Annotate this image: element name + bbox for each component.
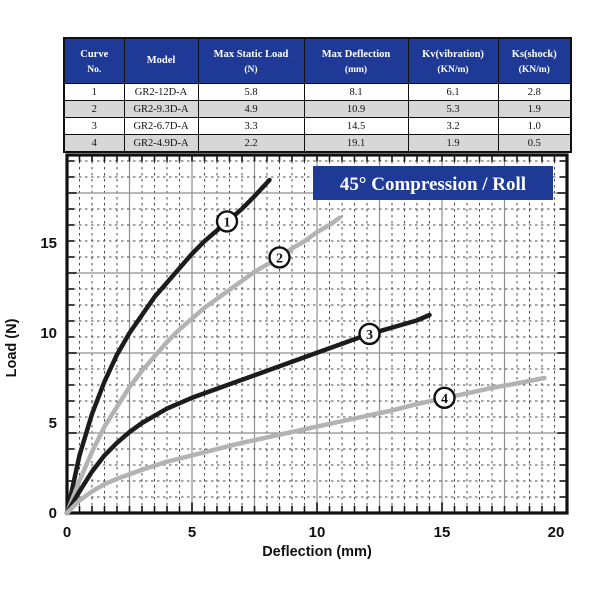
table-cell: 8.1 bbox=[303, 83, 409, 101]
table-cell: 2 bbox=[63, 100, 125, 118]
curve-number-markers: 1 2 3 4 bbox=[215, 210, 456, 409]
y-tick-label: 10 bbox=[40, 325, 57, 342]
x-tick-label: 0 bbox=[63, 524, 71, 541]
table-cell: 2.8 bbox=[497, 83, 572, 101]
x-tick-labels: 0 5 10 15 20 bbox=[63, 524, 565, 541]
table-cell: 3.3 bbox=[197, 117, 305, 135]
axis-ticks bbox=[68, 156, 566, 512]
table-header-cell: Max Static Load (N) bbox=[197, 37, 305, 84]
y-tick-label: 15 bbox=[40, 235, 57, 252]
table-cell: 0.5 bbox=[497, 134, 572, 153]
table-row: 1 GR2-12D-A 5.8 8.1 6.1 2.8 bbox=[63, 83, 572, 101]
chart-title: 45° Compression / Roll bbox=[340, 174, 526, 195]
table-cell: 1.9 bbox=[407, 134, 499, 153]
table-cell: 1 bbox=[63, 83, 125, 101]
grid-lines bbox=[67, 155, 567, 513]
curve-3-marker-circle bbox=[358, 322, 381, 346]
table-row: 4 GR2-4.9D-A 2.2 19.1 1.9 0.5 bbox=[63, 134, 572, 153]
table-row: 3 GR2-6.7D-A 3.3 14.5 3.2 1.0 bbox=[63, 117, 572, 135]
x-tick-label: 10 bbox=[309, 524, 326, 541]
plot-border bbox=[65, 153, 569, 515]
y-axis-title: Load (N) bbox=[4, 318, 20, 377]
y-tick-label: 0 bbox=[49, 505, 57, 522]
table-cell: 4 bbox=[63, 134, 125, 153]
x-tick-label: 20 bbox=[548, 524, 565, 541]
x-axis-title: Deflection (mm) bbox=[262, 544, 372, 560]
table-cell: 3.2 bbox=[407, 117, 499, 135]
table-header-cell: Model bbox=[123, 37, 199, 84]
spec-table-body: 1 GR2-12D-A 5.8 8.1 6.1 2.8 2 GR2-9.3D-A 4.9 10.9… bbox=[63, 83, 572, 153]
curves bbox=[64, 177, 547, 516]
curve-2-path bbox=[64, 215, 342, 516]
x-tick-label: 15 bbox=[434, 524, 451, 541]
y-tick-label: 5 bbox=[49, 415, 57, 432]
table-cell: 2.2 bbox=[197, 134, 305, 153]
table-cell: 10.9 bbox=[303, 100, 409, 118]
table-cell: 3 bbox=[63, 117, 125, 135]
table-cell: GR2-6.7D-A bbox=[123, 117, 199, 135]
curve-1-marker-circle bbox=[215, 210, 239, 233]
y-tick-labels: 0 5 10 15 bbox=[40, 235, 57, 522]
curve-3-marker-number: 3 bbox=[366, 328, 373, 343]
curve-4-marker-number: 4 bbox=[441, 392, 448, 407]
chart-title-box: 45° Compression / Roll bbox=[313, 166, 553, 200]
table-cell: GR2-4.9D-A bbox=[123, 134, 199, 153]
table-cell: 4.9 bbox=[197, 100, 305, 118]
x-tick-label: 5 bbox=[188, 524, 196, 541]
spec-table: Curve No. Model Max Static Load (N) Max Defle… bbox=[63, 37, 572, 153]
table-row: 2 GR2-9.3D-A 4.9 10.9 5.3 1.9 bbox=[63, 100, 572, 118]
table-cell: 14.5 bbox=[303, 117, 409, 135]
table-cell: GR2-12D-A bbox=[123, 83, 199, 101]
table-cell: 6.1 bbox=[407, 83, 499, 101]
spec-table-header-row: Curve No. Model Max Static Load (N) Max Defle… bbox=[63, 37, 572, 84]
curve-4-path bbox=[64, 375, 547, 516]
table-cell: 19.1 bbox=[303, 134, 409, 153]
curve-1-marker-number: 1 bbox=[224, 215, 231, 230]
chart-title-background bbox=[313, 166, 553, 200]
table-cell: 5.8 bbox=[197, 83, 305, 101]
table-header-cell: Kv(vibration) (KN/m) bbox=[407, 37, 499, 84]
curve-4-marker-circle bbox=[433, 386, 456, 409]
curve-2-marker-circle bbox=[268, 246, 291, 269]
curve-2-marker-number: 2 bbox=[276, 251, 283, 266]
table-cell: 1.0 bbox=[497, 117, 572, 135]
